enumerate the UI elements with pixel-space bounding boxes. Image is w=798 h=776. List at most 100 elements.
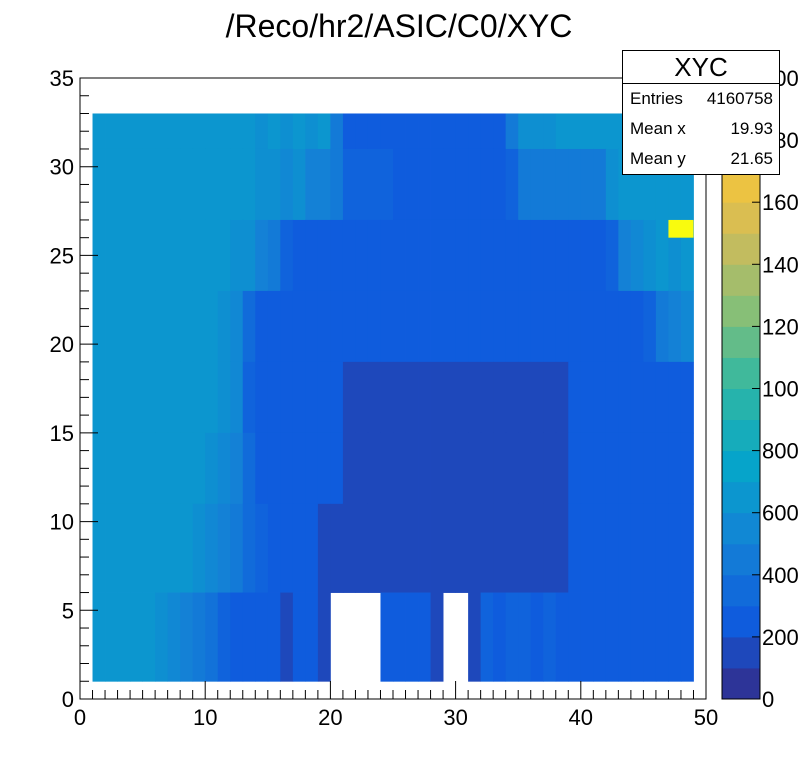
z-tick-label: 1200: [762, 314, 798, 339]
heatmap-cell: [367, 432, 381, 505]
heatmap-cell: [342, 432, 356, 505]
heatmap-cell: [242, 361, 256, 434]
heatmap-cell: [330, 432, 344, 505]
heatmap-cell: [580, 290, 594, 363]
heatmap-cell: [480, 219, 494, 292]
heatmap-cell: [530, 432, 544, 505]
heatmap-cell: [105, 290, 118, 363]
heatmap-cell: [468, 113, 482, 150]
heatmap-cell: [593, 148, 607, 221]
heatmap-cell: [568, 113, 582, 150]
heatmap-cell: [130, 148, 143, 221]
heatmap-cell: [518, 113, 532, 150]
heatmap-cell: [530, 503, 544, 593]
x-tick-label: 20: [318, 705, 342, 730]
heatmap-cell: [117, 113, 131, 150]
heatmap-cell: [518, 432, 532, 505]
heatmap-cell: [643, 290, 657, 363]
heatmap-cell: [543, 148, 557, 221]
heatmap-cell: [155, 290, 169, 363]
heatmap-cell: [242, 290, 256, 363]
heatmap-cell: [292, 290, 306, 363]
heatmap-cell: [518, 361, 532, 434]
heatmap-cell: [493, 361, 507, 434]
heatmap-cell: [317, 148, 331, 221]
heatmap-cell: [280, 290, 294, 363]
heatmap-cell: [430, 592, 444, 682]
heatmap-cell: [280, 148, 294, 221]
heatmap-cell: [655, 432, 669, 505]
heatmap-cell: [380, 503, 394, 593]
heatmap-cell: [267, 290, 281, 363]
heatmap-cell: [430, 361, 444, 434]
heatmap-cell: [418, 432, 431, 505]
heatmap-cell: [130, 219, 143, 292]
heatmap-cell: [342, 148, 356, 221]
heatmap-cell: [217, 219, 231, 292]
heatmap-cell: [380, 148, 394, 221]
heatmap-cell: [367, 219, 381, 292]
heatmap-cell: [355, 432, 369, 505]
heatmap-cell: [355, 113, 369, 150]
palette-band: [722, 202, 760, 234]
heatmap-cell: [430, 290, 444, 363]
heatmap-cell: [505, 503, 519, 593]
z-tick-label: 1600: [762, 190, 798, 215]
heatmap-cell: [92, 219, 106, 292]
heatmap-cell: [505, 113, 519, 150]
heatmap-cell: [530, 290, 544, 363]
heatmap-cell: [130, 290, 143, 363]
heatmap-cell: [317, 219, 331, 292]
heatmap-cell: [255, 219, 269, 292]
heatmap-cell: [192, 219, 206, 292]
heatmap-cell: [280, 503, 294, 593]
heatmap-cell: [142, 219, 156, 292]
heatmap-cell: [543, 219, 557, 292]
heatmap-cell: [205, 219, 219, 292]
heatmap-cell: [580, 148, 594, 221]
heatmap-cell: [167, 219, 181, 292]
heatmap-cell: [305, 503, 319, 593]
heatmap-cell: [405, 432, 419, 505]
heatmap-cell: [317, 432, 331, 505]
heatmap-cell: [505, 592, 519, 682]
heatmap-cell: [680, 503, 694, 593]
heatmap-cell: [292, 361, 306, 434]
heatmap-cell: [230, 503, 244, 593]
heatmap-cell: [630, 361, 644, 434]
heatmap-cell: [443, 219, 456, 292]
heatmap-cell: [618, 290, 632, 363]
heatmap-cell: [418, 219, 431, 292]
heatmap-cell: [255, 290, 269, 363]
y-tick-label: 20: [50, 332, 74, 357]
z-tick-label: 1400: [762, 252, 798, 277]
heatmap-cell: [418, 503, 431, 593]
heatmap-cell: [155, 361, 169, 434]
chart-title: /Reco/hr2/ASIC/C0/XYC: [225, 8, 573, 44]
heatmap-cell: [555, 361, 569, 434]
heatmap-cell: [593, 113, 607, 150]
heatmap-cell: [342, 503, 356, 593]
heatmap-cell: [643, 592, 657, 682]
heatmap-cell: [455, 148, 469, 221]
heatmap-cell: [155, 432, 169, 505]
heatmap-cell: [393, 290, 406, 363]
heatmap-cell: [605, 113, 619, 150]
palette-band: [722, 388, 760, 421]
heatmap-cell: [330, 148, 344, 221]
heatmap-cell: [530, 219, 544, 292]
y-tick-label: 35: [50, 66, 74, 91]
y-tick-label: 15: [50, 421, 74, 446]
heatmap-cell: [480, 290, 494, 363]
heatmap-cell: [317, 503, 331, 593]
heatmap-cell: [167, 113, 181, 150]
heatmap-cell: [192, 148, 206, 221]
heatmap-cell: [105, 361, 118, 434]
heatmap-cell: [130, 503, 143, 593]
heatmap-cell: [680, 361, 694, 434]
heatmap-cell: [430, 503, 444, 593]
heatmap-cell: [130, 432, 143, 505]
heatmap-cell: [655, 219, 669, 292]
palette-band: [722, 171, 760, 203]
heatmap-cell: [430, 219, 444, 292]
